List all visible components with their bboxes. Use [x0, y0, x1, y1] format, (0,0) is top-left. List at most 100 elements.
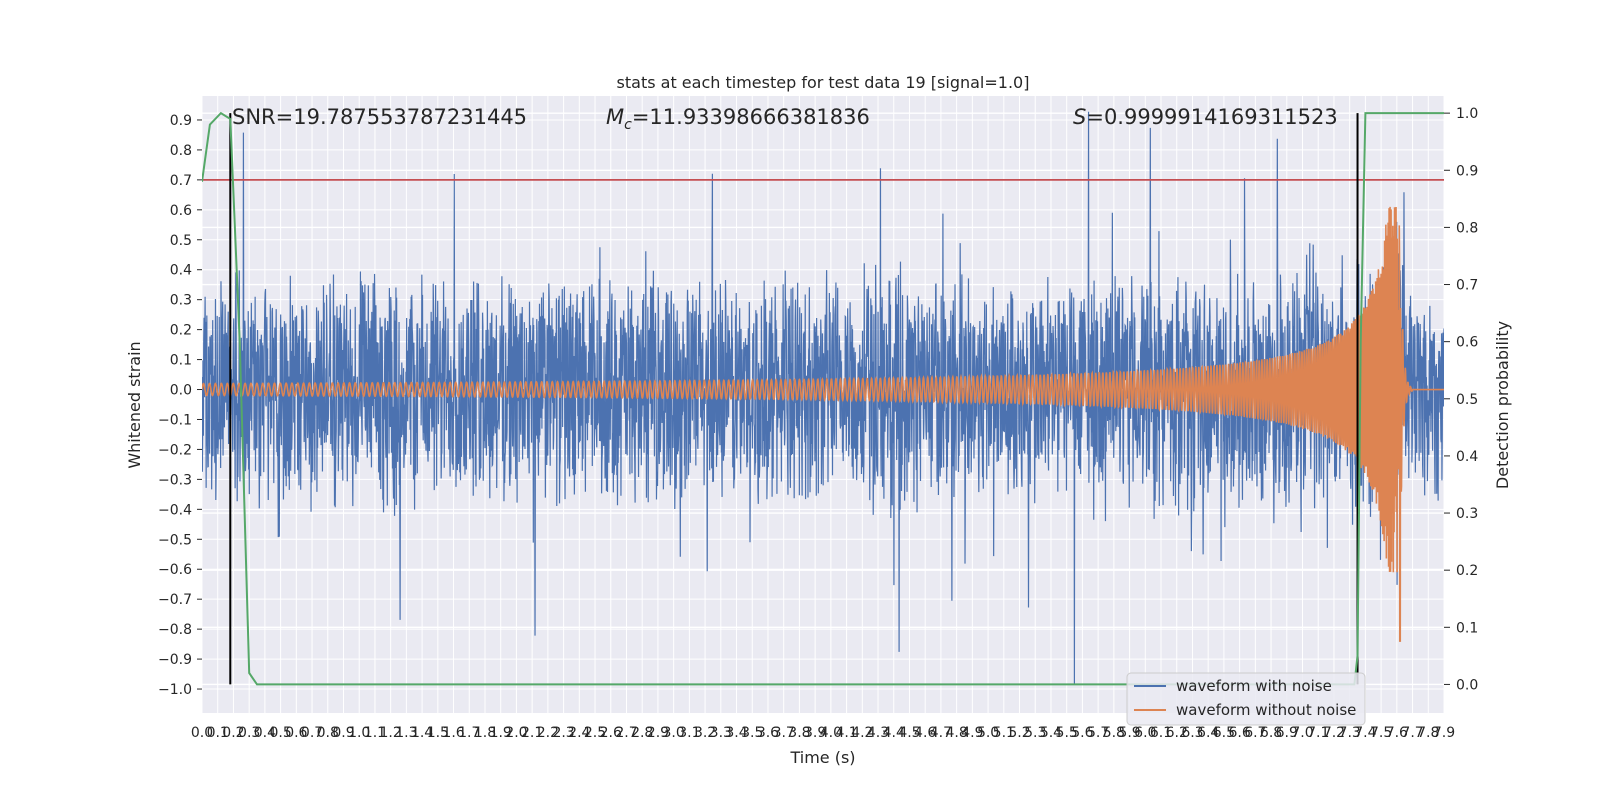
y-axis-right-label: Detection probability [1493, 321, 1512, 489]
y-left-tick-label: 0.6 [170, 203, 192, 219]
statistic-value: =0.9999914169311523 [1086, 105, 1337, 129]
x-tick-label: 2.5 [584, 725, 606, 741]
y-left-tick-label: 0.3 [170, 293, 192, 309]
y-left-tick-label: −0.4 [158, 502, 192, 518]
x-tick-label: 5.1 [993, 725, 1015, 741]
x-tick-label: 1.3 [395, 725, 417, 741]
x-tick-label: 6.2 [1166, 725, 1188, 741]
x-tick-label: 4.4 [883, 725, 905, 741]
y-right-tick-label: 0.1 [1456, 620, 1478, 636]
legend-label-clean: waveform without noise [1176, 701, 1356, 719]
x-tick-label: 1.4 [411, 725, 433, 741]
x-tick-label: 6.5 [1213, 725, 1235, 741]
x-axis-ticks: 0.00.10.20.30.40.50.60.70.80.91.01.11.21… [191, 725, 1455, 741]
x-tick-label: 5.4 [1040, 725, 1062, 741]
statistic-annotation: S=0.9999914169311523 [1073, 105, 1338, 129]
x-tick-label: 4.3 [867, 725, 889, 741]
x-tick-label: 3.3 [710, 725, 732, 741]
x-tick-label: 6.3 [1181, 725, 1203, 741]
x-tick-label: 2.7 [615, 725, 637, 741]
x-tick-label: 3.7 [773, 725, 795, 741]
x-tick-label: 7.4 [1354, 725, 1376, 741]
x-tick-label: 2.8 [631, 725, 653, 741]
x-tick-label: 0.7 [301, 725, 323, 741]
x-tick-label: 1.7 [458, 725, 480, 741]
x-tick-label: 1.6 [442, 725, 464, 741]
y-right-tick-label: 0.8 [1456, 220, 1478, 236]
x-tick-label: 2.2 [537, 725, 559, 741]
statistic-symbol: S [1073, 105, 1086, 129]
legend: waveform with noise waveform without noi… [1126, 672, 1366, 726]
x-tick-label: 7.6 [1386, 725, 1408, 741]
y-left-tick-label: 0.7 [170, 173, 192, 189]
x-tick-label: 0.3 [238, 725, 260, 741]
x-tick-label: 7.7 [1401, 725, 1423, 741]
x-tick-label: 3.6 [757, 725, 779, 741]
x-tick-label: 0.1 [207, 725, 229, 741]
x-tick-label: 2.1 [521, 725, 543, 741]
x-tick-label: 5.8 [1103, 725, 1125, 741]
x-tick-label: 4.5 [898, 725, 920, 741]
chart-title: stats at each timestep for test data 19 … [617, 73, 1030, 92]
x-tick-label: 1.0 [348, 725, 370, 741]
y-right-tick-label: 0.7 [1456, 278, 1478, 294]
x-tick-label: 4.6 [914, 725, 936, 741]
y-right-tick-label: 0.0 [1456, 677, 1478, 693]
y-left-tick-label: −0.2 [158, 442, 192, 458]
series-detection-probability [202, 111, 1444, 686]
x-tick-label: 6.7 [1244, 725, 1266, 741]
x-tick-label: 6.4 [1197, 725, 1219, 741]
x-tick-label: 6.1 [1150, 725, 1172, 741]
y-left-tick-label: −0.3 [158, 472, 192, 488]
x-tick-label: 3.4 [725, 725, 747, 741]
x-tick-label: 7.8 [1417, 725, 1439, 741]
x-tick-label: 2.3 [552, 725, 574, 741]
y-left-tick-label: 0.4 [170, 263, 192, 279]
y-left-tick-label: 0.1 [170, 353, 192, 369]
x-tick-label: 5.7 [1087, 725, 1109, 741]
x-tick-label: 6.0 [1134, 725, 1156, 741]
x-tick-label: 4.7 [930, 725, 952, 741]
x-tick-label: 7.3 [1339, 725, 1361, 741]
y-left-tick-label: 0.0 [170, 383, 192, 399]
x-tick-label: 6.6 [1228, 725, 1250, 741]
x-tick-label: 6.9 [1276, 725, 1298, 741]
x-tick-label: 3.5 [741, 725, 763, 741]
y-left-tick-label: −0.1 [158, 412, 192, 428]
x-tick-label: 7.5 [1370, 725, 1392, 741]
y-left-tick-label: 0.2 [170, 323, 192, 339]
x-tick-label: 4.9 [961, 725, 983, 741]
chirp-mass-annotation: Mc=11.93398666381836 [606, 105, 870, 133]
y-right-tick-label: 0.9 [1456, 163, 1478, 179]
x-tick-label: 1.1 [364, 725, 386, 741]
y-axis-right-ticks: 0.0 0.1 0.2 0.3 0.4 0.5 0.6 0.7 0.8 0.9 1.0 [1444, 106, 1478, 693]
x-tick-label: 5.2 [1008, 725, 1030, 741]
x-tick-label: 3.9 [804, 725, 826, 741]
x-tick-label: 4.1 [835, 725, 857, 741]
y-left-tick-label: −1.0 [158, 682, 192, 698]
y-left-tick-label: −0.5 [158, 532, 192, 548]
x-tick-label: 7.1 [1307, 725, 1329, 741]
x-tick-label: 0.9 [332, 725, 354, 741]
x-tick-label: 0.6 [285, 725, 307, 741]
x-tick-label: 4.2 [851, 725, 873, 741]
y-left-tick-label: −0.9 [158, 652, 192, 668]
x-tick-label: 0.5 [269, 725, 291, 741]
y-right-tick-label: 0.2 [1456, 563, 1478, 579]
y-left-tick-label: 0.9 [170, 113, 192, 129]
x-tick-label: 1.5 [427, 725, 449, 741]
y-left-tick-label: −0.8 [158, 622, 192, 638]
y-axis-left-label: Whitened strain [125, 341, 144, 468]
y-left-tick-label: 0.5 [170, 233, 192, 249]
x-tick-label: 4.8 [946, 725, 968, 741]
x-tick-label: 5.9 [1118, 725, 1140, 741]
y-right-tick-label: 1.0 [1456, 106, 1478, 122]
snr-annotation: SNR=19.787553787231445 [232, 105, 527, 129]
x-tick-label: 7.0 [1291, 725, 1313, 741]
x-tick-label: 7.9 [1433, 725, 1455, 741]
y-left-tick-label: −0.6 [158, 562, 192, 578]
series-waveform-with-noise [202, 111, 1444, 684]
x-tick-label: 3.8 [788, 725, 810, 741]
x-tick-label: 5.0 [977, 725, 999, 741]
